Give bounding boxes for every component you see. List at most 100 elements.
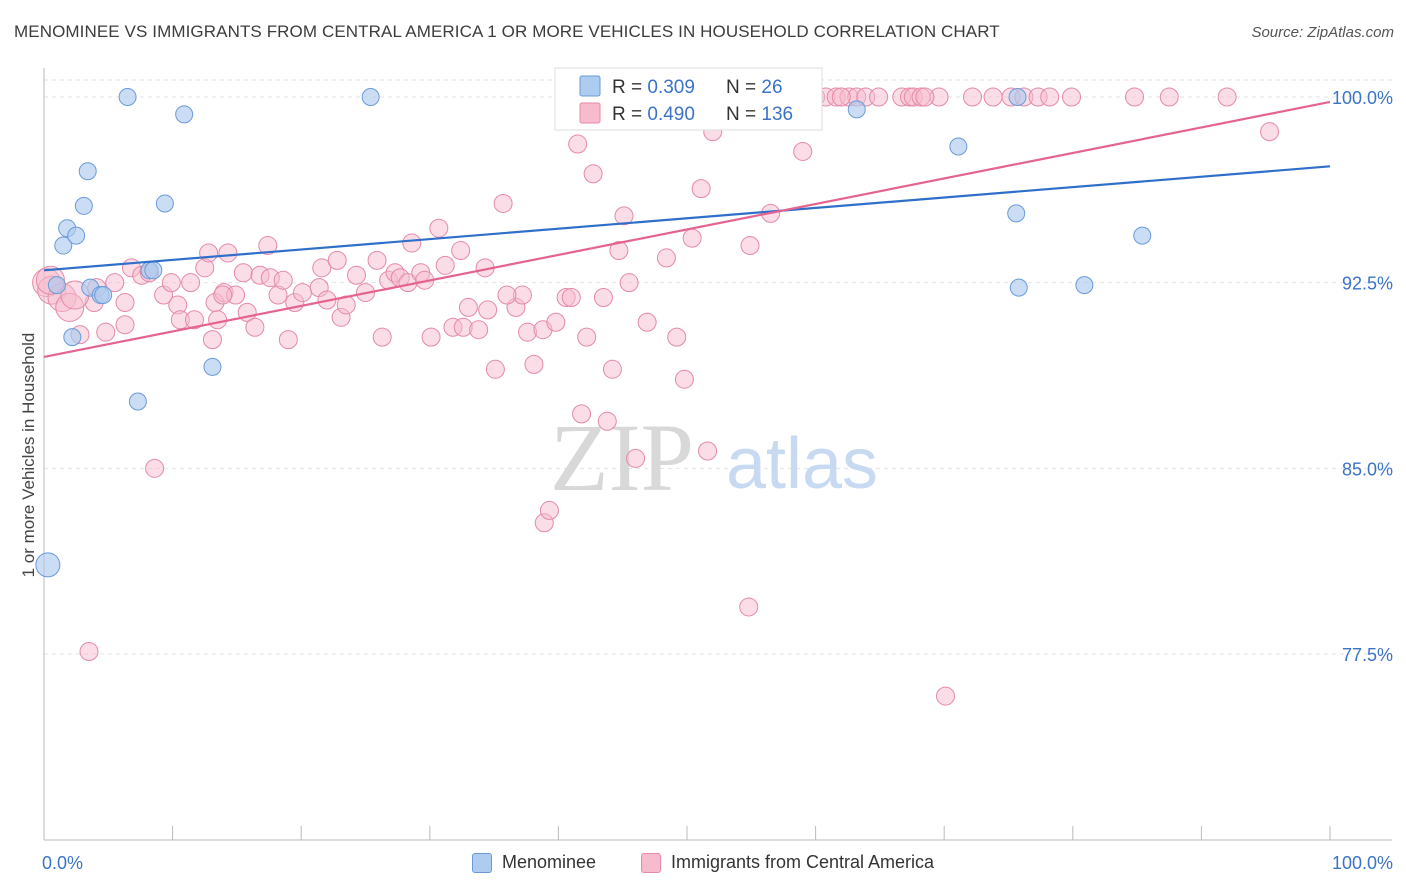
point-menominee [94, 286, 113, 305]
y-tick-label: 92.5% [1342, 274, 1393, 294]
point-immigrants [572, 404, 592, 424]
point-immigrants [602, 359, 622, 379]
point-immigrants [524, 354, 544, 374]
legend-item-menominee: Menominee [472, 852, 596, 873]
point-menominee [1009, 278, 1028, 297]
series-immigrants-points [32, 87, 1280, 706]
point-menominee [54, 236, 73, 255]
point-menominee [128, 392, 147, 411]
y-axis-label: 1 or more Vehicles in Household [19, 333, 38, 578]
legend-label-menominee: Menominee [502, 852, 597, 872]
point-immigrants [597, 411, 617, 431]
legend-top-n-label: N = 136 [726, 104, 793, 125]
grid-lines [44, 79, 1392, 655]
point-immigrants [327, 250, 347, 270]
point-menominee [175, 105, 194, 124]
x-tick-labels: 0.0% 100.0% [42, 853, 1393, 873]
point-menominee [203, 357, 222, 376]
point-immigrants [105, 273, 125, 293]
point-menominee [118, 88, 137, 106]
point-menominee [35, 552, 61, 578]
point-menominee [144, 261, 163, 280]
point-immigrants [793, 141, 813, 161]
point-immigrants [451, 240, 471, 260]
legend-item-immigrants: Immigrants from Central America [641, 852, 934, 873]
point-immigrants [346, 265, 366, 285]
point-immigrants [619, 273, 639, 293]
point-immigrants [869, 87, 889, 107]
legend-swatch-immigrants [641, 852, 661, 873]
point-menominee [74, 196, 93, 215]
point-immigrants [218, 243, 238, 263]
legend-bottom: Menominee Immigrants from Central Americ… [0, 852, 1406, 878]
point-immigrants [184, 310, 204, 330]
point-immigrants [258, 236, 278, 256]
point-immigrants [561, 288, 581, 308]
point-menominee [1133, 226, 1152, 245]
point-immigrants [674, 369, 694, 389]
point-immigrants [469, 320, 489, 340]
point-immigrants [593, 288, 613, 308]
point-immigrants [278, 330, 298, 350]
point-immigrants [583, 164, 603, 184]
point-immigrants [691, 179, 711, 199]
trend-line-immigrants [43, 100, 1331, 359]
point-menominee [1075, 276, 1094, 295]
point-immigrants [96, 322, 116, 342]
point-immigrants [831, 87, 851, 107]
y-tick-label: 85.0% [1342, 459, 1393, 479]
y-tick-labels: 77.5% 85.0% 92.5% 100.0% [1332, 88, 1393, 665]
chart-title: MENOMINEE VS IMMIGRANTS FROM CENTRAL AME… [14, 22, 1000, 41]
point-immigrants [161, 273, 181, 293]
point-immigrants [682, 228, 702, 248]
point-immigrants [1260, 122, 1280, 142]
point-immigrants [79, 642, 99, 662]
point-immigrants [915, 87, 935, 107]
trend-line-menominee [43, 165, 1331, 272]
point-immigrants [233, 263, 253, 283]
legend-top-n-label: N = 26 [726, 77, 783, 98]
point-immigrants [292, 283, 312, 303]
point-menominee [847, 100, 866, 119]
legend-top-r-label: R = 0.490 [612, 104, 695, 125]
point-immigrants [739, 597, 759, 617]
point-immigrants [698, 441, 718, 461]
point-immigrants [145, 458, 165, 478]
point-immigrants [435, 255, 455, 275]
point-immigrants [199, 243, 219, 263]
point-immigrants [458, 297, 478, 317]
point-menominee [47, 276, 66, 295]
point-immigrants [1040, 87, 1060, 107]
point-immigrants [614, 206, 634, 226]
point-immigrants [213, 285, 233, 305]
trend-lines [43, 100, 1331, 359]
point-immigrants [485, 359, 505, 379]
point-menominee [78, 162, 97, 181]
source-label: Source: ZipAtlas.com [1251, 24, 1394, 41]
watermark-atlas: atlas [726, 424, 878, 504]
legend-top-swatch-menominee [579, 75, 601, 97]
point-immigrants [493, 193, 513, 213]
y-tick-label: 77.5% [1342, 645, 1393, 665]
point-immigrants [962, 87, 982, 107]
legend-top-swatch-immigrants [579, 102, 601, 124]
point-immigrants [372, 327, 392, 347]
series-menominee-points [35, 88, 1152, 578]
point-immigrants [1217, 87, 1237, 107]
x-tick-label: 100.0% [1332, 853, 1393, 873]
point-immigrants [983, 87, 1003, 107]
point-immigrants [1062, 87, 1082, 107]
x-tick-label: 0.0% [42, 853, 83, 873]
point-immigrants [421, 327, 441, 347]
watermark: ZIP atlas [550, 404, 878, 511]
point-immigrants [1125, 87, 1145, 107]
point-immigrants [273, 270, 293, 290]
point-immigrants [402, 233, 422, 253]
watermark-zip: ZIP [550, 404, 694, 511]
point-immigrants [245, 317, 265, 337]
legend-top: R = 0.309 N = 26 R = 0.490 N = 136 [554, 67, 823, 131]
legend-top-r-label: R = 0.309 [612, 77, 695, 98]
point-immigrants [577, 327, 597, 347]
point-menominee [361, 88, 380, 106]
point-immigrants [115, 315, 135, 335]
